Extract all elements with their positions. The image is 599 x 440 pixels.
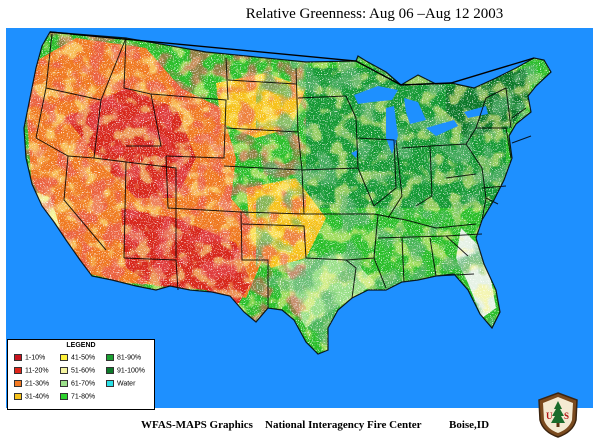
footer-credit-graphics: WFAS-MAPS Graphics [141,419,253,431]
legend-swatch [60,354,68,361]
legend-item: 21-30% [14,380,49,388]
legend-label: 91-100% [117,367,146,375]
great-lakes [351,86,488,158]
relative-greenness-map [6,28,593,408]
legend-item: 31-40% [14,393,49,401]
footer-credit-location: Boise,ID [449,419,490,431]
legend-item: 11-20% [14,367,49,375]
legend-item: 91-100% [106,367,145,375]
legend-swatch [106,367,114,374]
legend-swatch [60,367,68,374]
legend-item: 51-60% [60,367,95,375]
legend-item: 41-50% [60,354,95,362]
legend-label: 1-10% [25,354,46,362]
legend-label: 81-90% [117,354,142,362]
legend-swatch [14,380,22,387]
legend-label: 61-70% [71,380,96,388]
legend-label: 11-20% [25,367,49,375]
legend-swatch [14,367,22,374]
legend-swatch [60,380,68,387]
forest-service-seal-icon: U S [538,392,578,438]
legend-swatch [60,393,68,400]
legend-item: 81-90% [106,354,141,362]
state-borders [23,31,552,355]
svg-text:S: S [564,411,569,421]
legend-label: Water [117,380,136,388]
footer-credit-center: National Interagency Fire Center [265,419,422,431]
legend: LEGEND 1-10% 11-20% 21-30% 31-40% 41-50% 51-6… [7,339,155,410]
legend-label: 51-60% [71,367,96,375]
legend-swatch [106,354,114,361]
legend-label: 71-80% [71,393,96,401]
legend-swatch [106,380,114,387]
legend-label: 21-30% [25,380,50,388]
northern-border [49,31,535,86]
legend-swatch [14,354,22,361]
legend-swatch [14,393,22,400]
legend-item: 1-10% [14,354,45,362]
map-title: Relative Greenness: Aug 06 –Aug 12 2003 [245,6,504,22]
svg-text:U: U [546,411,553,421]
legend-title: LEGEND [66,342,96,349]
legend-item: 61-70% [60,380,95,388]
legend-item: 71-80% [60,393,95,401]
legend-item: Water [106,380,135,388]
legend-label: 31-40% [25,393,50,401]
legend-label: 41-50% [71,354,96,362]
